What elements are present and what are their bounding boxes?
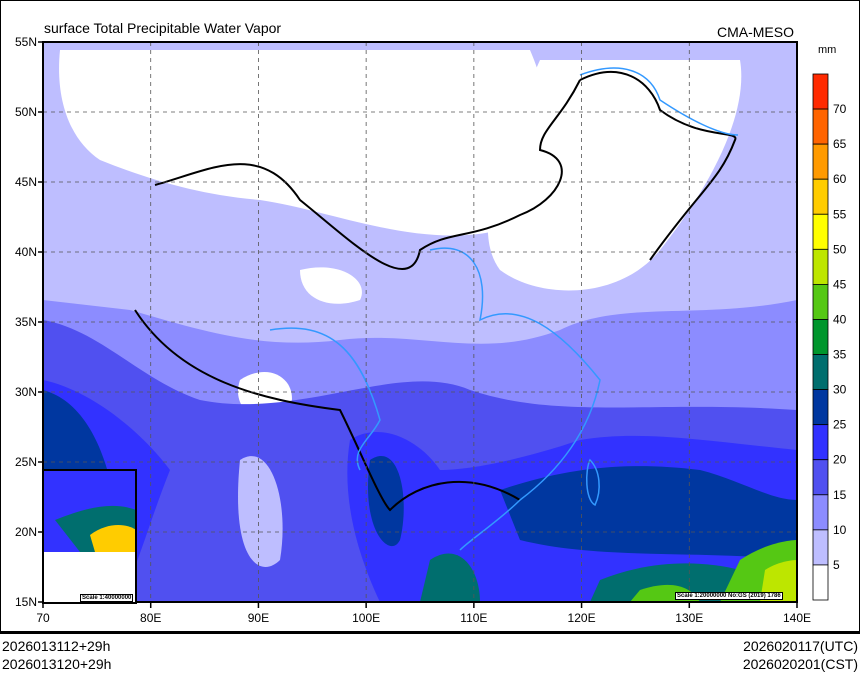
inset-map <box>42 469 137 604</box>
colorbar: 70 65 60 55 50 45 40 35 30 25 20 15 10 5 <box>812 73 847 601</box>
lon-label: 90E <box>248 611 269 625</box>
lat-label: 45N <box>15 175 37 189</box>
colorbar-bin <box>812 73 829 110</box>
lon-label: 80E <box>140 611 161 625</box>
colorbar-label: 65 <box>833 137 847 151</box>
lon-label: 140E <box>783 611 811 625</box>
inset-scale-label: Scale 1:40000000 <box>80 594 134 602</box>
map-scale-note: Scale 1:20000000 No:GS (2019) 1786 <box>675 592 783 600</box>
init-time-utc: 2026013112+29h <box>2 638 111 654</box>
lat-label: 20N <box>15 525 37 539</box>
colorbar-label: 10 <box>833 523 847 537</box>
lat-label: 35N <box>15 315 37 329</box>
colorbar-bin <box>812 319 829 355</box>
colorbar-label: 15 <box>833 488 847 502</box>
colorbar-label: 40 <box>833 312 847 326</box>
colorbar-bin <box>812 108 829 145</box>
colorbar-label: 35 <box>833 348 847 362</box>
shaded-field <box>43 42 797 602</box>
colorbar-bin <box>812 143 829 180</box>
colorbar-bin <box>812 389 829 426</box>
colorbar-label: 30 <box>833 383 847 397</box>
init-time-cst: 2026013120+29h <box>2 656 112 672</box>
colorbar-label: 70 <box>833 102 847 116</box>
footer-divider <box>0 631 860 634</box>
map-title: surface Total Precipitable Water Vapor <box>44 20 282 36</box>
valid-time-cst: 2026020201(CST) <box>742 656 858 672</box>
colorbar-bin <box>812 459 829 496</box>
lat-label: 25N <box>15 455 37 469</box>
latitude-labels: 55N 50N 45N 40N 35N 30N 25N 20N 15N <box>15 35 43 609</box>
lat-label: 30N <box>15 385 37 399</box>
colorbar-label: 5 <box>833 558 840 572</box>
valid-time-utc: 2026020117(UTC) <box>743 638 858 654</box>
model-name: CMA-MESO <box>717 24 794 40</box>
graticule <box>43 42 797 602</box>
longitude-labels: 70 80E 90E 100E 110E 120E 130E 140E <box>36 602 811 625</box>
lon-label: 120E <box>568 611 596 625</box>
lon-label: 130E <box>675 611 703 625</box>
colorbar-bin <box>812 354 829 390</box>
lat-label: 55N <box>15 35 37 49</box>
colorbar-label: 50 <box>833 242 847 256</box>
lon-label: 110E <box>460 611 487 625</box>
colorbar-bin <box>812 178 829 215</box>
colorbar-bin <box>812 283 829 320</box>
colorbar-label: 25 <box>833 418 847 432</box>
precipitable-water-map: 70 65 60 55 50 45 40 35 30 25 20 15 10 5 70 80E 90E 100E… <box>15 35 847 625</box>
lat-label: 50N <box>15 105 37 119</box>
colorbar-bin <box>812 529 829 566</box>
colorbar-bin <box>812 494 829 531</box>
colorbar-label: 55 <box>833 207 847 221</box>
colorbar-label: 45 <box>833 277 847 291</box>
colorbar-bin <box>812 248 829 285</box>
colorbar-label: 60 <box>833 172 847 186</box>
lat-label: 40N <box>15 245 37 259</box>
lon-label: 100E <box>352 611 380 625</box>
lon-label: 70 <box>36 611 50 625</box>
colorbar-label: 20 <box>833 453 847 467</box>
lat-label: 15N <box>15 595 37 609</box>
colorbar-unit: mm <box>818 44 837 56</box>
colorbar-bin <box>812 213 829 250</box>
colorbar-bin <box>812 564 829 601</box>
colorbar-bin <box>812 424 829 461</box>
